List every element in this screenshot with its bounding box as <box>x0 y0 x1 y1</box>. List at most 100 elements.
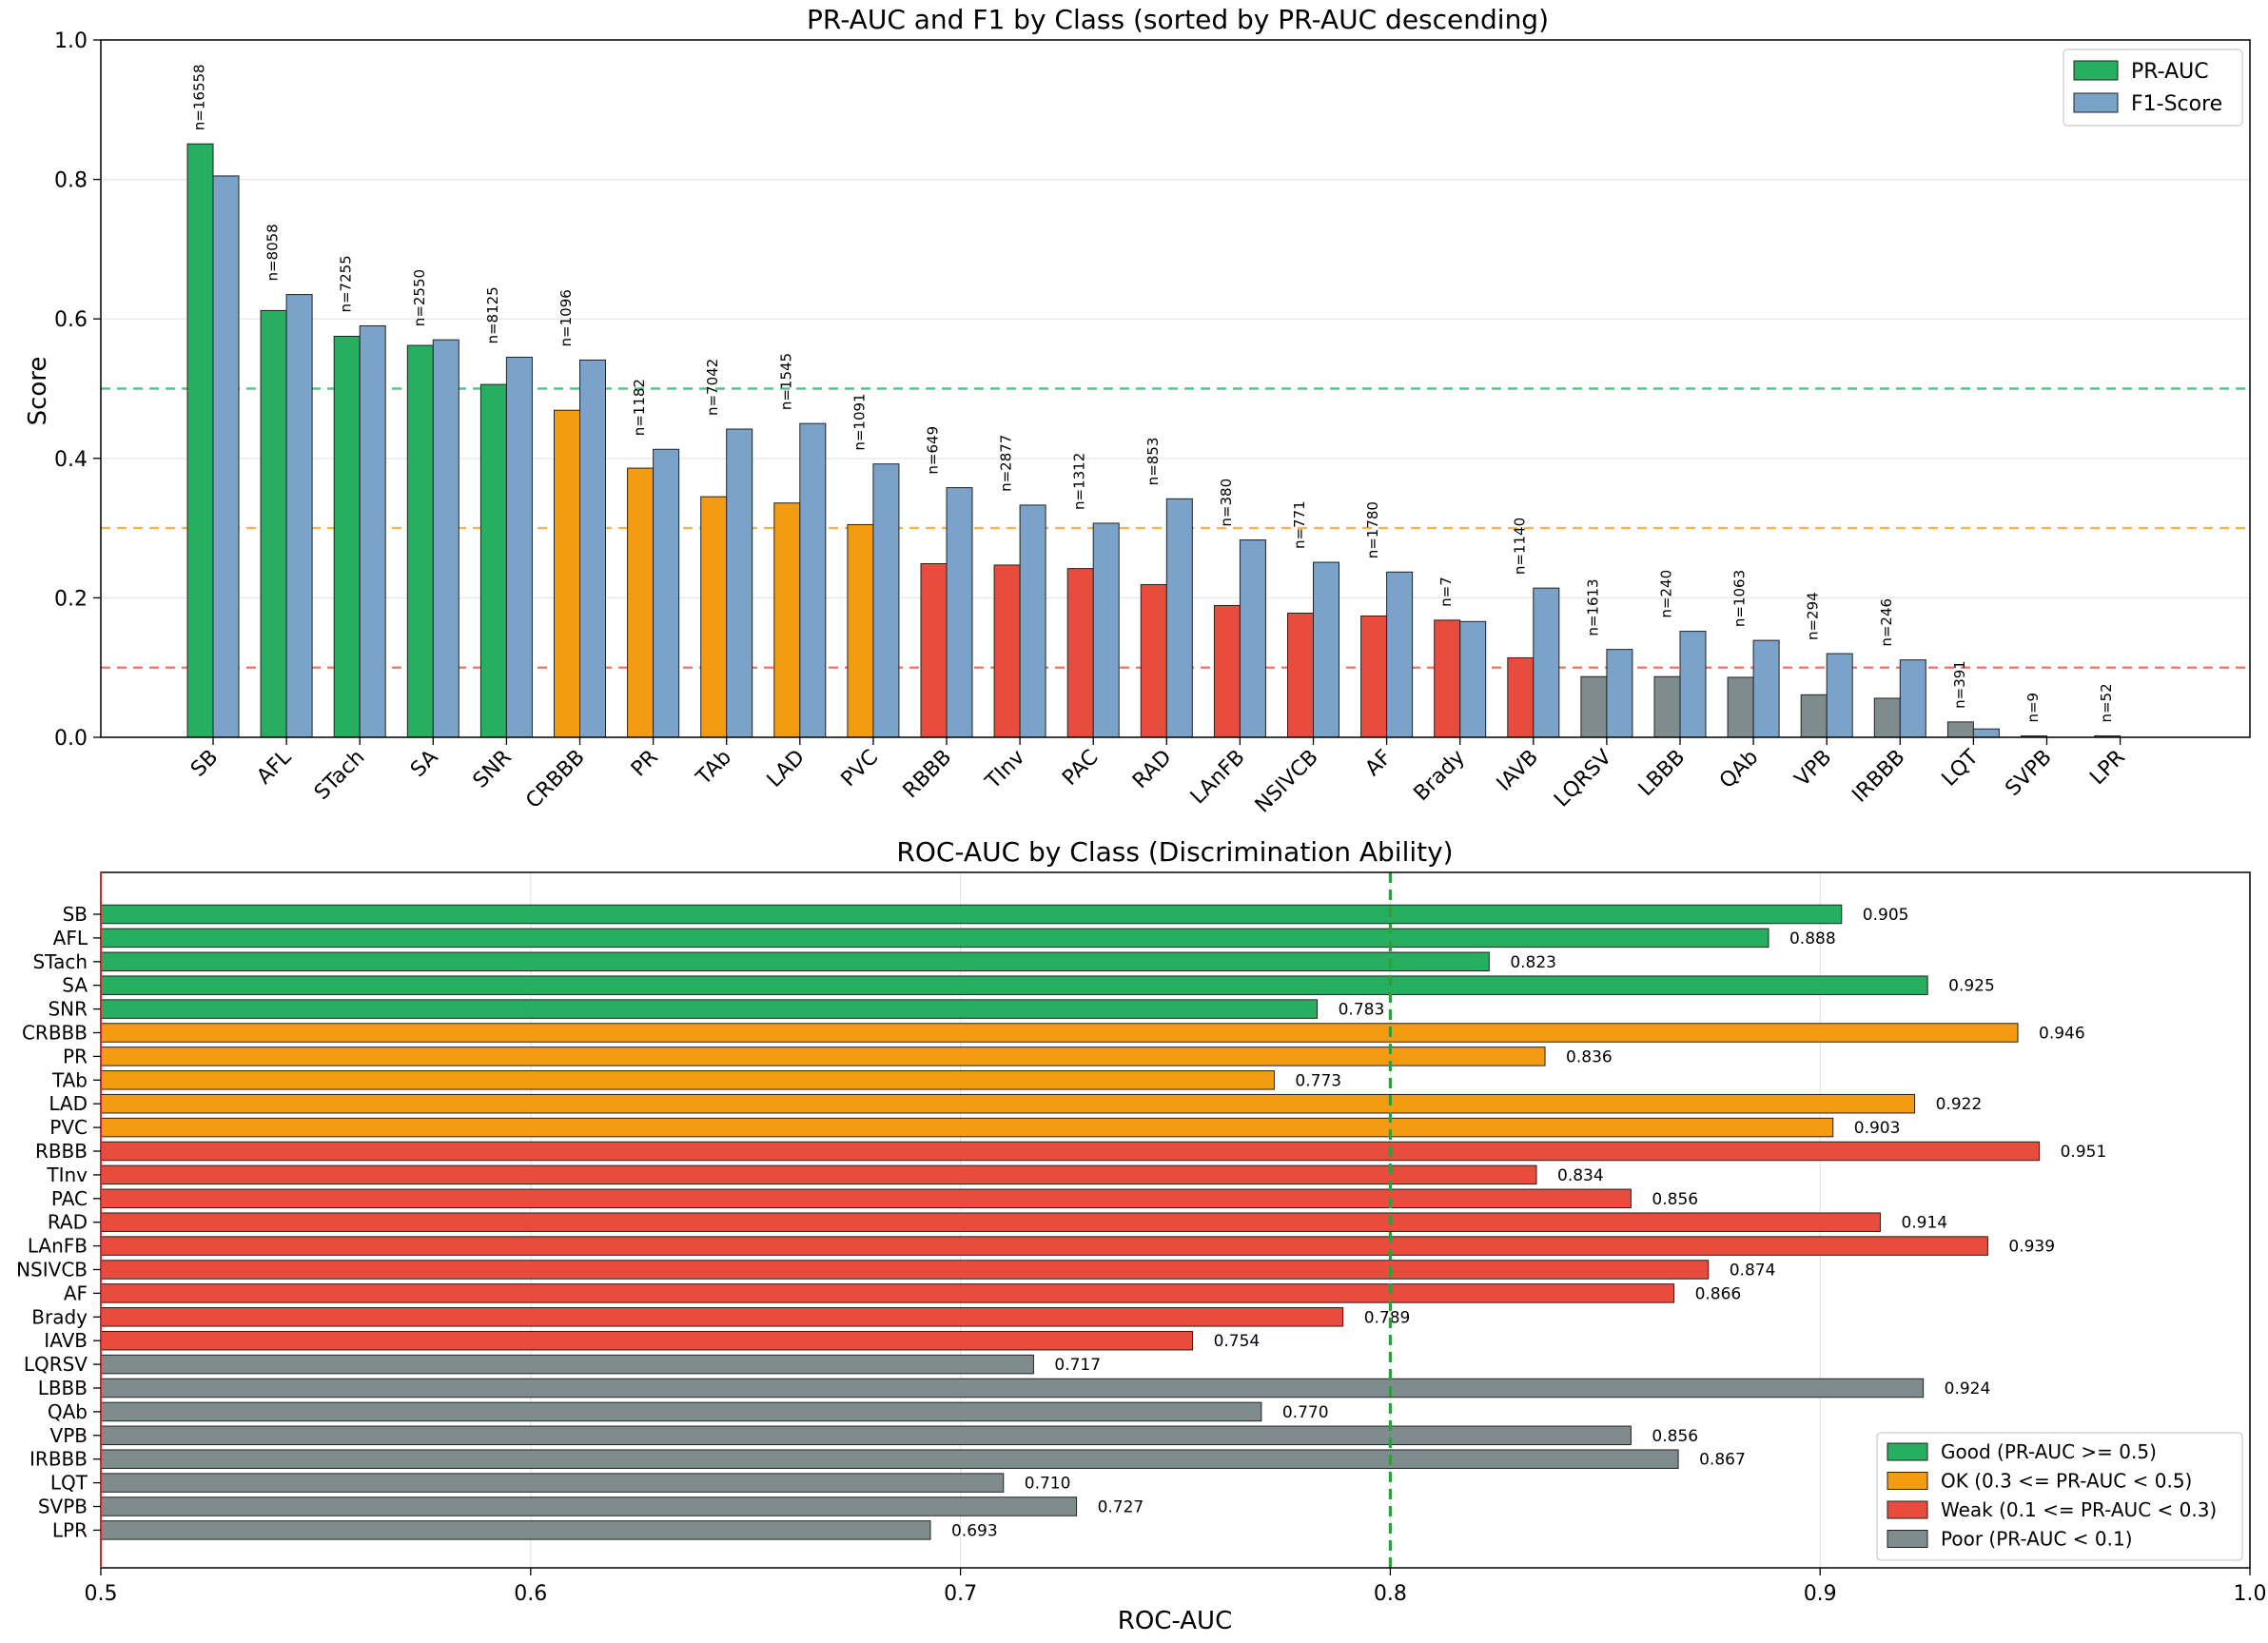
pr-auc-bar-PAC <box>1066 568 1094 738</box>
legend-swatch-good <box>1887 1442 1928 1461</box>
count-label-LQT: n=391 <box>1951 660 1968 709</box>
f1-bar-CRBBB <box>579 359 606 738</box>
bottom-y-tick-label-LQRSV: LQRSV <box>24 1353 88 1376</box>
roc-auc-bar-PAC <box>100 1188 1632 1209</box>
top-x-tick-label-AF: AF <box>1361 746 1397 781</box>
f1-bar-IRBBB <box>1899 659 1926 738</box>
bottom-y-tick-label-AFL: AFL <box>53 927 88 949</box>
top-count-labels: n=16558 n=8058 n=7255 n=2550 n=8125 n=1096 n=1… <box>191 64 2116 722</box>
roc-auc-value-NSIVCB: 0.874 <box>1730 1262 1776 1281</box>
pr-auc-bar-AFL <box>260 309 287 738</box>
bottom-y-tick-label-LBBB: LBBB <box>38 1377 88 1399</box>
f1-bar-LQRSV <box>1606 649 1633 738</box>
f1-bar-LBBB <box>1679 631 1707 738</box>
legend-label-good: Good (PR-AUC >= 0.5) <box>1941 1440 2157 1463</box>
roc-auc-bar-TAb <box>100 1070 1275 1090</box>
roc-auc-value-IRBBB: 0.867 <box>1699 1451 1746 1470</box>
bottom-y-tick-label-LAnFB: LAnFB <box>28 1235 88 1258</box>
f1-bar-SB <box>212 175 240 738</box>
roc-auc-value-STach: 0.823 <box>1510 953 1556 972</box>
pr-auc-bar-NSIVCB <box>1287 613 1314 738</box>
count-label-LAD: n=1545 <box>777 353 794 410</box>
top-y-tick-label: 1.0 <box>54 29 88 53</box>
top-x-tick-label-SNR: SNR <box>469 746 517 793</box>
bottom-y-tick-label-SNR: SNR <box>48 998 88 1021</box>
f1-bar-PVC <box>872 463 900 738</box>
bottom-legend-box <box>1876 1432 2243 1561</box>
count-label-SVPB: n=9 <box>2024 693 2042 723</box>
roc-auc-value-TInv: 0.834 <box>1557 1166 1604 1185</box>
bottom-x-ticks: 0.5 0.6 0.7 0.8 0.9 1.0 <box>85 1568 2267 1606</box>
bottom-chart-title: ROC-AUC by Class (Discrimination Ability… <box>896 836 1453 868</box>
roc-auc-bar-IRBBB <box>100 1449 1679 1469</box>
bottom-y-tick-label-RAD: RAD <box>48 1211 88 1234</box>
roc-auc-value-SA: 0.925 <box>1948 977 1995 996</box>
count-label-LAnFB: n=380 <box>1218 479 1235 527</box>
count-label-AFL: n=8058 <box>264 224 282 281</box>
roc-auc-value-LPR: 0.693 <box>951 1521 998 1540</box>
count-label-RAD: n=853 <box>1144 438 1162 486</box>
top-x-tick-label-AFL: AFL <box>252 745 296 789</box>
bottom-y-tick-label-STach: STach <box>32 950 88 973</box>
bottom-x-tick-label: 1.0 <box>2234 1582 2267 1606</box>
legend-label-ok: OK (0.3 <= PR-AUC < 0.5) <box>1941 1470 2192 1493</box>
roc-auc-value-CRBBB: 0.946 <box>2039 1025 2085 1044</box>
top-x-tick-label-SVPB: SVPB <box>2001 746 2056 801</box>
roc-auc-bar-SB <box>100 904 1843 925</box>
bottom-y-tick-label-NSIVCB: NSIVCB <box>16 1259 88 1281</box>
bottom-x-tick-label: 0.6 <box>514 1582 547 1606</box>
f1-bar-STach <box>359 325 386 738</box>
f1-bar-LQT <box>1972 728 2000 738</box>
pr-auc-bar-LQT <box>1946 721 1974 738</box>
bottom-y-ticks: SBAFLSTachSASNRCRBBBPRTAbLADPVCRBBBTInvP… <box>16 903 101 1541</box>
count-label-VPB: n=294 <box>1805 592 1822 640</box>
f1-bar-AF <box>1386 571 1414 738</box>
roc-auc-bar-AFL <box>100 928 1769 949</box>
f1-bar-SA <box>432 339 459 738</box>
bottom-y-tick-label-RBBB: RBBB <box>35 1140 88 1163</box>
count-label-TInv: n=2877 <box>998 435 1015 492</box>
pr-auc-bar-SA <box>406 344 434 738</box>
top-y-tick-label: 0.0 <box>54 727 88 751</box>
pr-auc-bar-LBBB <box>1653 675 1681 738</box>
bottom-chart-xlabel: ROC-AUC <box>1118 1607 1232 1635</box>
top-x-tick-label-QAb: QAb <box>1715 746 1763 793</box>
pr-auc-bar-LQRSV <box>1580 675 1608 738</box>
bottom-x-tick-label: 0.5 <box>85 1582 118 1606</box>
f1-bar-Brady <box>1459 620 1487 738</box>
top-x-ticks: SB AFL STach SA SNR CRBBB PR TAb LAD PVC RBBB TInv P… <box>186 737 2130 818</box>
pr-auc-bar-SB <box>186 143 214 738</box>
roc-auc-value-SVPB: 0.727 <box>1098 1498 1144 1517</box>
pr-auc-bar-Brady <box>1434 619 1461 738</box>
top-x-tick-label-PAC: PAC <box>1058 746 1103 791</box>
count-label-RBBB: n=649 <box>925 426 942 475</box>
bottom-y-tick-label-SB: SB <box>63 903 88 926</box>
top-x-tick-label-CRBBB: CRBBB <box>521 746 589 813</box>
roc-auc-value-LBBB: 0.924 <box>1945 1379 1991 1399</box>
f1-bar-SNR <box>505 357 533 738</box>
f1-bar-TAb <box>726 428 753 738</box>
legend-swatch-pr-auc <box>2073 60 2119 81</box>
roc-auc-bar-AF <box>100 1283 1675 1303</box>
count-label-QAb: n=1063 <box>1731 570 1749 627</box>
roc-auc-bar-LBBB <box>100 1378 1925 1399</box>
roc-auc-bar-IAVB <box>100 1330 1194 1351</box>
bottom-y-tick-label-LQT: LQT <box>50 1472 88 1495</box>
f1-bar-LAnFB <box>1239 539 1266 738</box>
legend-label-weak: Weak (0.1 <= PR-AUC < 0.3) <box>1941 1498 2217 1521</box>
pr-auc-bar-RAD <box>1140 583 1167 738</box>
count-label-IAVB: n=1140 <box>1511 518 1528 575</box>
bottom-y-tick-label-SA: SA <box>62 974 88 997</box>
count-label-NSIVCB: n=771 <box>1291 500 1308 549</box>
top-x-tick-label-LQRSV: LQRSV <box>1550 746 1616 812</box>
pr-auc-bar-VPB <box>1800 694 1828 738</box>
f1-bar-PR <box>653 448 680 738</box>
bottom-chart: ROC-AUC by Class (Discrimination Ability… <box>16 836 2266 1635</box>
pr-auc-bar-TInv <box>993 564 1021 738</box>
legend-swatch-f1 <box>2073 92 2119 113</box>
f1-bar-QAb <box>1752 639 1780 738</box>
top-y-tick-label: 0.2 <box>54 587 88 611</box>
roc-auc-value-RAD: 0.914 <box>1901 1214 1947 1233</box>
bottom-y-tick-label-TAb: TAb <box>51 1068 88 1091</box>
